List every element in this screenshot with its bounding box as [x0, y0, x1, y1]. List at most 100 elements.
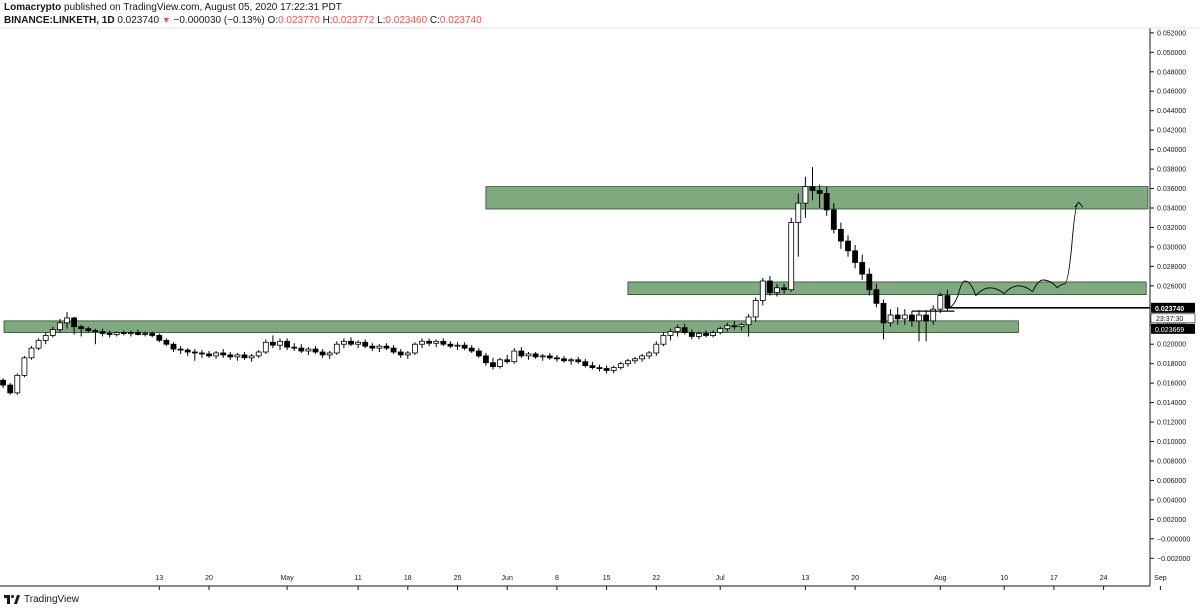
candle	[49, 326, 56, 338]
candle-body	[688, 332, 695, 337]
candle	[767, 276, 773, 296]
candle	[184, 348, 191, 356]
y-tick-label: 0.048000	[1157, 69, 1186, 76]
candle	[830, 203, 837, 234]
projection-path	[947, 201, 1080, 309]
lines-layer	[911, 201, 1150, 312]
candle	[752, 297, 759, 322]
candle-body	[475, 350, 482, 357]
candle	[788, 217, 795, 292]
low-label: L:	[377, 15, 386, 26]
x-tick-label: Sep	[1154, 575, 1167, 582]
candle-body	[248, 355, 255, 359]
high-value: 0.023772	[332, 15, 375, 26]
candle-body	[674, 327, 681, 332]
symbol-label[interactable]: BINANCE:LINKETH, 1D	[4, 15, 115, 26]
zone-resistance-top	[485, 186, 1149, 210]
projection-arrow-icon	[1074, 201, 1084, 208]
candle	[106, 330, 113, 338]
candle	[57, 318, 63, 333]
candle	[156, 333, 163, 343]
countdown-tag: 23:37:30	[1156, 316, 1183, 323]
candle-body	[64, 317, 70, 324]
candle	[99, 328, 106, 337]
candle-body	[234, 354, 241, 358]
candle	[667, 328, 674, 341]
candle-body	[823, 193, 830, 211]
y-tick-label: −0.002000	[1157, 556, 1190, 563]
candle-body	[482, 355, 489, 364]
candle	[21, 355, 28, 378]
candle-body	[163, 339, 170, 345]
candle-body	[49, 329, 56, 336]
candle	[340, 338, 347, 349]
candle	[355, 340, 362, 349]
candle-body	[880, 302, 887, 324]
candle	[163, 338, 170, 347]
candle-body	[433, 340, 440, 344]
y-tick-label: 0.042000	[1157, 128, 1186, 135]
candle	[738, 322, 745, 331]
low-value: 0.023460	[385, 15, 428, 26]
candle-body	[85, 328, 92, 331]
candle-body	[326, 352, 333, 356]
candle	[603, 365, 610, 374]
candle	[809, 167, 816, 201]
candle	[632, 356, 638, 364]
footer-brand[interactable]: TradingView	[4, 594, 79, 605]
countdown-box	[1150, 313, 1196, 324]
candle	[568, 357, 574, 365]
candle-body	[14, 374, 21, 394]
candle	[887, 309, 894, 327]
candle-body	[191, 351, 198, 354]
candle	[482, 352, 489, 366]
ohlc-line: BINANCE:LINKETH, 1D 0.023740 ▼ −0.000030…	[4, 14, 704, 27]
candle-body	[404, 352, 411, 356]
last-price-tag: 0.023740	[1155, 306, 1184, 313]
candle-body	[887, 314, 894, 324]
candle-body	[738, 324, 745, 328]
candle-body	[440, 340, 447, 345]
candle-body	[7, 384, 14, 394]
candle-body	[610, 367, 617, 371]
candle-body	[291, 346, 298, 349]
candle	[326, 351, 333, 359]
candle	[426, 338, 433, 347]
candle	[42, 332, 49, 345]
candle-body	[759, 280, 766, 301]
publisher-name[interactable]: Lomacrypto	[4, 2, 62, 13]
candle-body	[546, 355, 553, 359]
candle	[92, 328, 99, 345]
candle-body	[511, 350, 518, 363]
candle	[390, 345, 397, 354]
candle	[525, 352, 532, 360]
x-tick-label: 8	[555, 575, 559, 582]
candle-body	[298, 347, 305, 352]
candle-body	[603, 368, 610, 371]
candle	[781, 283, 787, 294]
down-triangle-icon: ▼	[161, 15, 171, 25]
x-tick-label: Aug	[934, 575, 947, 582]
candle-body	[710, 332, 716, 336]
y-tick-label: 0.014000	[1157, 400, 1186, 407]
y-tick-label: 0.036000	[1157, 186, 1186, 193]
candle	[518, 347, 525, 358]
candle	[149, 331, 156, 338]
candle	[582, 358, 589, 368]
candle-body	[703, 333, 709, 336]
candle-body	[397, 351, 404, 356]
candle	[937, 292, 944, 314]
candle-body	[632, 358, 638, 362]
candle	[85, 326, 92, 333]
candle-body	[42, 335, 49, 341]
candle-body	[582, 361, 589, 367]
x-tick-label: 20	[851, 575, 859, 582]
candle-body	[504, 359, 511, 363]
candle	[852, 244, 858, 269]
candle-body	[305, 348, 312, 352]
candle	[170, 342, 177, 352]
candle	[823, 186, 830, 216]
candle-body	[447, 343, 454, 347]
